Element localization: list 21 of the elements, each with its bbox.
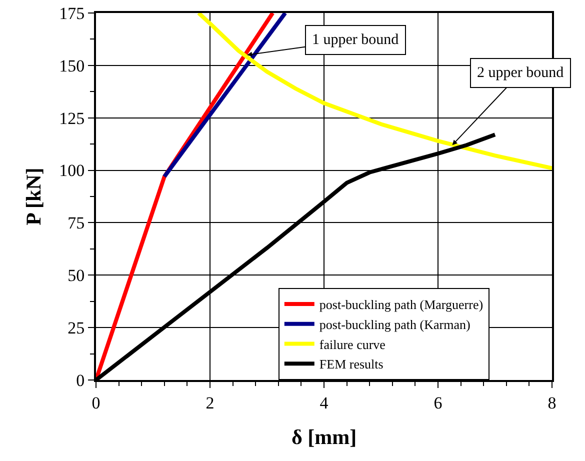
y-tick-label: 150 xyxy=(59,56,85,76)
x-tick-label: 2 xyxy=(206,393,214,412)
y-tick-label: 0 xyxy=(76,370,85,390)
y-axis-title: P [kN] xyxy=(22,168,46,226)
y-tick-label: 100 xyxy=(59,161,85,180)
y-tick-label: 125 xyxy=(59,108,85,128)
y-tick-label: 175 xyxy=(59,4,85,23)
x-tick-label: 8 xyxy=(548,393,556,412)
legend-label: post-buckling path (Karman) xyxy=(319,316,470,332)
legend-label: failure curve xyxy=(319,336,386,352)
y-tick-label: 25 xyxy=(68,318,85,338)
x-tick-label: 6 xyxy=(434,393,442,412)
x-tick-label: 4 xyxy=(320,393,329,412)
y-tick-label: 75 xyxy=(68,214,85,233)
x-axis-title: δ [mm] xyxy=(291,425,357,450)
x-tick-label: 0 xyxy=(92,393,100,412)
legend-label: post-buckling path (Marguerre) xyxy=(319,297,484,312)
annotation: 1 upper bound xyxy=(312,32,400,48)
y-tick-label: 50 xyxy=(68,266,85,286)
annotation: 2 upper bound xyxy=(477,65,564,81)
legend-label: FEM results xyxy=(319,356,384,372)
